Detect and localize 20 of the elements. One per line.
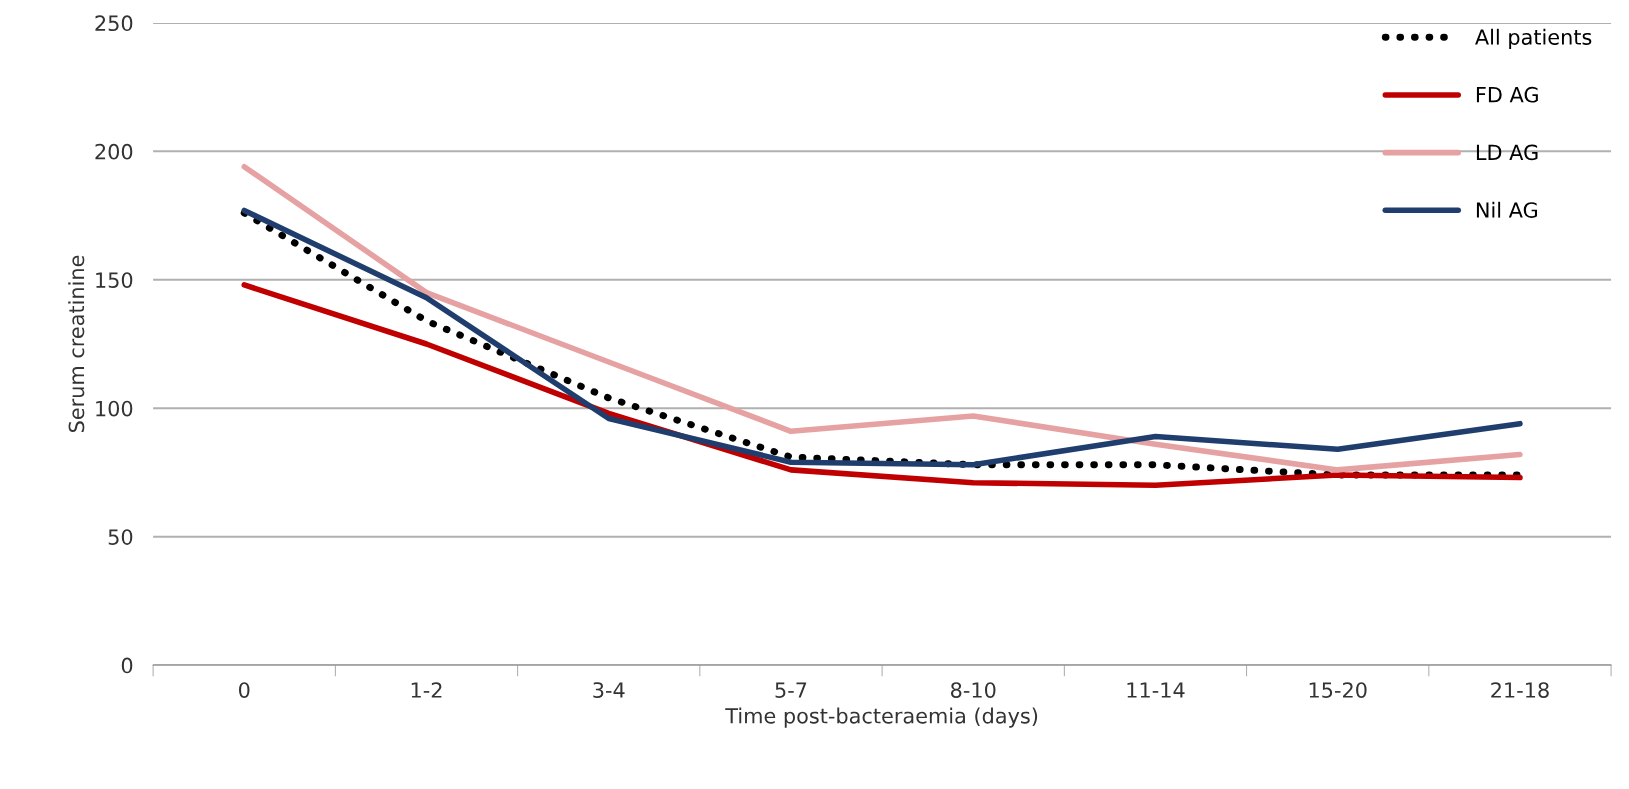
legend-label: FD AG: [1476, 86, 1538, 103]
x-tick-label: 21-18: [1491, 682, 1549, 698]
y-tick-label: 100: [96, 400, 133, 417]
y-tick-label: 150: [96, 272, 133, 288]
y-tick-label: 200: [95, 143, 133, 160]
y-tick-label: 0: [121, 657, 133, 674]
x-axis-title: Time post-bacteraemia (days): [725, 707, 1038, 728]
legend-label: LD AG: [1476, 144, 1538, 161]
legend-label: All patients: [1475, 28, 1592, 49]
x-tick-label: 11-14: [1127, 682, 1185, 698]
x-tick-label: 5-7: [775, 682, 807, 698]
legend-label: Nil AG: [1476, 201, 1537, 218]
x-tick-label: 3-4: [593, 682, 625, 698]
y-tick-label: 50: [108, 529, 133, 545]
y-tick-label: 250: [95, 15, 133, 32]
x-tick-label: 15-20: [1309, 682, 1367, 698]
x-tick-label: 8-10: [951, 682, 996, 698]
y-axis-title: Serum creatinine: [68, 255, 85, 433]
x-tick-label: 0: [238, 682, 250, 698]
x-tick-label: 1-2: [411, 682, 442, 698]
